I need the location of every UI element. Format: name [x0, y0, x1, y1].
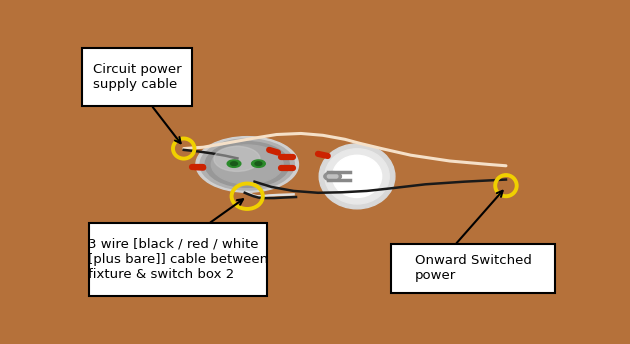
Text: Onward Switched
power: Onward Switched power — [415, 255, 532, 282]
Circle shape — [251, 160, 265, 168]
Ellipse shape — [319, 144, 395, 209]
Circle shape — [227, 160, 241, 168]
Circle shape — [205, 142, 289, 187]
Circle shape — [231, 162, 238, 165]
Circle shape — [200, 139, 294, 190]
Ellipse shape — [333, 155, 382, 197]
Ellipse shape — [325, 149, 389, 204]
Circle shape — [214, 146, 260, 171]
FancyBboxPatch shape — [82, 48, 192, 106]
FancyBboxPatch shape — [88, 223, 266, 295]
Circle shape — [328, 173, 338, 179]
Circle shape — [211, 145, 283, 184]
Circle shape — [324, 172, 341, 181]
Circle shape — [255, 162, 262, 165]
FancyBboxPatch shape — [391, 244, 555, 293]
Text: Circuit power
supply cable: Circuit power supply cable — [93, 63, 181, 91]
Circle shape — [196, 137, 299, 192]
Text: 3 wire [black / red / white
[plus bare]] cable between
fixture & switch box 2: 3 wire [black / red / white [plus bare]]… — [88, 238, 268, 281]
